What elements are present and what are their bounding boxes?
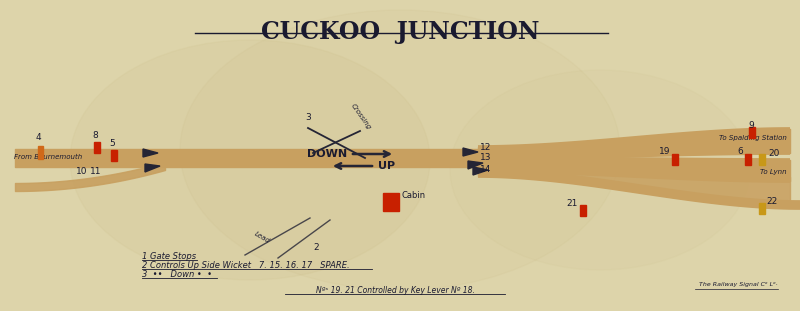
Text: UP: UP — [378, 161, 395, 171]
Text: 11: 11 — [90, 167, 102, 176]
Polygon shape — [473, 167, 488, 175]
Text: 22: 22 — [766, 197, 778, 207]
Bar — [94, 142, 100, 152]
Text: Nºˢ 19. 21 Controlled by Key Lever Nº 18.: Nºˢ 19. 21 Controlled by Key Lever Nº 18… — [315, 286, 474, 295]
Text: 2 Controls Up Side Wicket   7. 15. 16. 17   SPARE.: 2 Controls Up Side Wicket 7. 15. 16. 17 … — [142, 261, 350, 270]
Ellipse shape — [70, 40, 430, 280]
Text: CUCKOO  JUNCTION: CUCKOO JUNCTION — [261, 20, 539, 44]
Bar — [759, 154, 765, 165]
Text: 2: 2 — [313, 244, 319, 253]
Bar — [38, 146, 42, 159]
Text: 6: 6 — [738, 147, 743, 156]
Text: 12: 12 — [480, 142, 491, 151]
Text: 13: 13 — [480, 154, 491, 163]
Text: 1 Gate Stops: 1 Gate Stops — [142, 252, 196, 261]
Ellipse shape — [180, 10, 620, 290]
Text: To Spalding Station: To Spalding Station — [719, 135, 787, 141]
Bar — [672, 154, 678, 165]
Text: 10: 10 — [76, 167, 88, 176]
Text: Crossing: Crossing — [350, 103, 372, 131]
Text: 5: 5 — [109, 139, 115, 148]
Polygon shape — [145, 164, 160, 172]
Text: 9: 9 — [748, 120, 754, 129]
Bar — [759, 202, 765, 213]
Bar — [745, 154, 751, 165]
Text: 3  ••   Down •  •: 3 •• Down • • — [142, 270, 212, 279]
Text: From Bournemouth: From Bournemouth — [14, 154, 82, 160]
Text: 21: 21 — [566, 198, 578, 207]
Text: The Railway Signal Cᵒ Lᵒ‧: The Railway Signal Cᵒ Lᵒ‧ — [699, 282, 778, 287]
Text: 14: 14 — [480, 165, 491, 174]
Bar — [749, 127, 755, 137]
Text: 19: 19 — [658, 147, 670, 156]
Text: To Lynn: To Lynn — [760, 169, 787, 175]
Text: Cabin: Cabin — [401, 192, 425, 201]
Polygon shape — [468, 161, 483, 169]
Text: 4: 4 — [35, 133, 41, 142]
Polygon shape — [143, 149, 158, 157]
Text: 20: 20 — [768, 148, 779, 157]
Text: 3: 3 — [305, 113, 311, 122]
Text: Lead: Lead — [253, 230, 271, 244]
Polygon shape — [463, 148, 478, 156]
Bar — [580, 205, 586, 216]
Text: 8: 8 — [92, 131, 98, 140]
Bar — [111, 150, 117, 160]
Text: DOWN: DOWN — [307, 149, 347, 159]
Bar — [383, 193, 399, 211]
